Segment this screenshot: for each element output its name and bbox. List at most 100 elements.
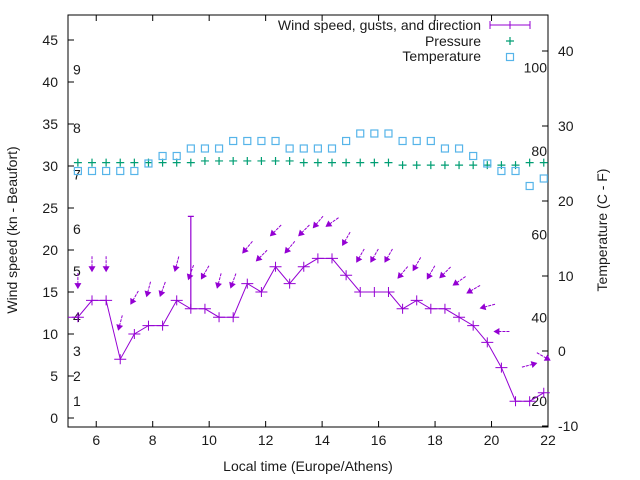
wind-direction-arrowhead [452,279,460,286]
pressure-point [130,158,139,167]
temperature-point [214,144,224,153]
y-tick-label: 15 [42,284,58,300]
wind-speed-point [354,287,367,297]
wind-direction-arrowhead [200,272,207,280]
temperature-point [327,144,337,153]
pressure-point [215,156,224,165]
wind-speed-point [142,320,155,331]
temperature-point [511,166,520,176]
beaufort-label: 2 [73,368,81,384]
wind-speed-point [311,253,324,264]
wind-direction-arrowhead [102,266,110,273]
legend: Wind speed, gusts, and direction Pressur… [278,17,531,64]
temperature-point [257,136,266,146]
pressure-point [483,161,492,170]
beaufort-label: 5 [73,263,81,279]
beaufort-label: 8 [73,120,81,136]
beaufort-label: 6 [73,221,81,237]
fahrenheit-label: 60 [531,226,547,242]
wind-speed-point [410,295,423,306]
wind-speed-point [128,329,141,339]
fahrenheit-label: 100 [524,60,548,76]
legend-sample-temperature [505,52,515,62]
pressure-point [412,161,421,170]
beaufort-label: 1 [73,393,81,409]
wind-direction-arrowhead [269,229,277,237]
wind-speed-point [340,270,353,281]
temperature-point [299,144,308,153]
pressure-point [342,158,351,167]
wind-direction-arrowhead [342,239,349,247]
wind-direction-arrowhead [284,246,292,254]
y-tick-label: 45 [42,32,58,48]
wind-speed-point [297,261,310,272]
x-tick-label: 8 [149,432,157,448]
y2-tick-label: -10 [558,418,578,434]
y-tick-label: 30 [42,158,58,174]
temperature-point [102,166,111,176]
temperature-point [342,136,351,146]
pressure-point [384,158,393,167]
temperature-point [454,144,464,153]
pressure-point [356,158,365,167]
y2-tick-label: 10 [558,268,574,284]
wind-speed-point [227,312,240,323]
wind-speed-point [382,287,395,297]
y-tick-label: 20 [42,242,58,258]
wind-direction-arrowhead [74,283,82,290]
legend-label-pressure: Pressure [425,33,481,49]
wind-direction-arrowhead [242,246,249,254]
wind-speed-point [114,354,127,365]
temperature-point [116,166,125,176]
wind-speed-point [255,287,268,297]
temperature-point [285,144,294,153]
wind-direction-arrowhead [384,255,391,263]
wind-speed-point [283,278,296,289]
wind-direction-arrowhead [312,221,320,229]
wind-direction-arrowhead [88,266,96,273]
pressure-point [313,158,322,167]
pressure-point [525,158,534,167]
temperature-point [356,129,365,138]
wind-direction-arrowhead [255,254,263,262]
wind-direction-arrowhead [466,287,474,294]
temperature-point [200,144,210,153]
wind-speed-point [241,278,254,289]
y-axis-label: Wind speed (kn - Beaufort) [4,146,20,313]
y-tick-label: 0 [50,410,58,426]
pressure-point [469,161,478,170]
y2-tick-label: 30 [558,118,574,134]
wind-speed-point [509,396,522,407]
wind-speed-point [481,337,494,348]
wind-speed-point [467,320,480,331]
pressure-point [88,158,96,167]
wind-speed-point [100,295,113,306]
wind-direction-arrowhead [439,271,447,279]
pressure-point [539,158,548,167]
temperature-point [73,166,82,176]
temperature-series [73,129,548,191]
temperature-point [440,144,450,153]
y-tick-label: 5 [50,368,58,384]
x-tick-label: 6 [92,432,100,448]
wind-direction-arrowhead [172,265,180,273]
temperature-point [384,129,393,138]
temperature-point [426,136,435,146]
pressure-point [328,158,336,167]
pressure-point [229,156,238,165]
temperature-point [525,181,534,191]
temperature-point [186,144,195,153]
wind-direction-arrowhead [356,255,363,263]
wind-speed-point [170,295,183,306]
wind-speed-point [71,312,84,323]
wind-direction-arrowhead [493,327,500,335]
wind-speed-point [537,387,550,398]
pressure-point [299,158,308,167]
y2-tick-label: 0 [558,343,566,359]
pressure-point [370,158,379,167]
fahrenheit-label: 40 [531,310,547,326]
pressure-point [257,156,266,165]
wind-direction-arrowhead [144,290,152,298]
wind-direction-arrowhead [186,273,194,281]
